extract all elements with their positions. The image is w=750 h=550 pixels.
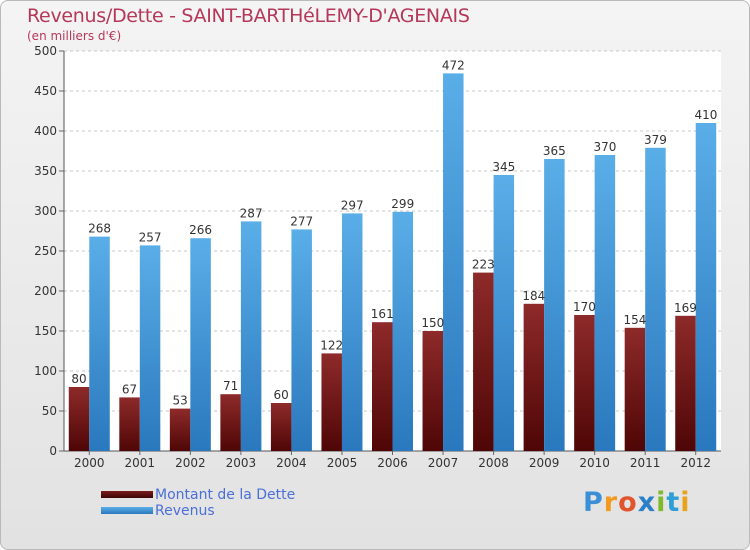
x-tick-label: 2002 xyxy=(175,456,206,470)
data-label-debt: 154 xyxy=(623,313,646,327)
bar-debt xyxy=(169,408,191,451)
data-label-debt: 71 xyxy=(223,379,238,393)
bar-revenus xyxy=(190,238,211,451)
data-label-revenus: 370 xyxy=(593,140,616,154)
data-label-debt: 170 xyxy=(573,300,596,314)
bar-debt xyxy=(372,322,393,451)
data-label-debt: 150 xyxy=(421,316,444,330)
x-tick-label: 2011 xyxy=(630,456,661,470)
bar-revenus xyxy=(89,236,110,451)
logo-letter: P xyxy=(583,487,604,518)
data-label-revenus: 257 xyxy=(139,230,162,244)
logo-letter: i xyxy=(656,487,667,518)
logo-letter: t xyxy=(666,487,681,518)
y-tick-label: 0 xyxy=(49,444,57,458)
legend-swatch-revenus xyxy=(101,507,153,514)
x-tick-label: 2004 xyxy=(276,456,307,470)
x-tick-label: 2008 xyxy=(478,456,509,470)
x-tick-label: 2000 xyxy=(74,456,105,470)
bar-debt xyxy=(270,403,292,451)
logo-letter: o xyxy=(618,487,638,518)
x-tick-label: 2009 xyxy=(529,456,560,470)
y-tick-label: 500 xyxy=(34,44,57,58)
bar-debt xyxy=(220,394,241,451)
bar-revenus xyxy=(594,155,616,451)
data-label-debt: 161 xyxy=(371,307,394,321)
data-label-revenus: 299 xyxy=(391,197,414,211)
data-label-debt: 122 xyxy=(320,338,343,352)
bar-debt xyxy=(68,387,90,451)
bar-revenus xyxy=(443,73,464,452)
legend-label-debt: Montant de la Dette xyxy=(155,487,296,503)
logo-letter: i xyxy=(680,487,691,518)
data-label-revenus: 345 xyxy=(492,160,515,174)
legend-swatch-debt xyxy=(101,491,153,498)
data-label-debt: 169 xyxy=(674,301,697,315)
y-tick-label: 450 xyxy=(34,84,57,98)
data-label-revenus: 268 xyxy=(88,222,111,236)
bar-debt xyxy=(523,303,545,451)
data-label-debt: 223 xyxy=(472,258,495,272)
chart-title: Revenus/Dette - SAINT-BARTHéLEMY-D'AGENA… xyxy=(27,5,470,27)
data-label-revenus: 472 xyxy=(442,58,465,72)
data-label-debt: 184 xyxy=(522,289,545,303)
logo-letter: x xyxy=(637,487,657,518)
bar-revenus xyxy=(645,147,666,452)
x-tick-label: 2007 xyxy=(428,456,459,470)
bar-revenus xyxy=(544,159,565,451)
y-tick-label: 200 xyxy=(34,284,57,298)
y-tick-label: 250 xyxy=(34,244,57,258)
bar-debt xyxy=(624,327,646,451)
data-label-revenus: 277 xyxy=(290,214,313,228)
y-tick-label: 150 xyxy=(34,324,57,338)
proxiti-logo: Proxiti xyxy=(583,487,691,518)
data-label-revenus: 365 xyxy=(543,144,566,158)
x-tick-label: 2012 xyxy=(680,456,711,470)
bar-revenus xyxy=(341,213,363,451)
y-tick-label: 350 xyxy=(34,164,57,178)
bar-revenus xyxy=(392,211,413,451)
bar-revenus xyxy=(493,175,515,451)
logo-letter: r xyxy=(603,487,619,518)
bar-debt xyxy=(321,353,342,451)
chart-subtitle: (en milliers d'€) xyxy=(27,29,122,43)
x-tick-label: 2001 xyxy=(125,456,156,470)
y-tick-label: 400 xyxy=(34,124,57,138)
legend-label-revenus: Revenus xyxy=(155,503,215,519)
bar-revenus xyxy=(139,245,161,451)
y-tick-label: 100 xyxy=(34,364,57,378)
bar-debt xyxy=(473,272,494,451)
bar-debt xyxy=(675,315,696,451)
data-label-revenus: 410 xyxy=(695,108,718,122)
x-tick-label: 2003 xyxy=(226,456,257,470)
x-tick-label: 2010 xyxy=(579,456,610,470)
data-label-revenus: 297 xyxy=(341,198,364,212)
bar-revenus xyxy=(695,123,717,451)
data-label-debt: 67 xyxy=(122,382,137,396)
bar-debt xyxy=(119,397,140,451)
x-tick-label: 2005 xyxy=(327,456,358,470)
data-label-debt: 60 xyxy=(274,388,289,402)
data-label-debt: 80 xyxy=(71,372,86,386)
data-label-revenus: 379 xyxy=(644,133,667,147)
x-tick-label: 2006 xyxy=(377,456,408,470)
y-tick-label: 300 xyxy=(34,204,57,218)
data-label-revenus: 266 xyxy=(189,223,212,237)
data-label-debt: 53 xyxy=(172,394,187,408)
y-tick-label: 50 xyxy=(42,404,57,418)
bar-revenus xyxy=(291,229,312,451)
bar-debt xyxy=(574,315,595,451)
bar-revenus xyxy=(240,221,262,451)
bar-debt xyxy=(422,331,444,451)
data-label-revenus: 287 xyxy=(240,206,263,220)
